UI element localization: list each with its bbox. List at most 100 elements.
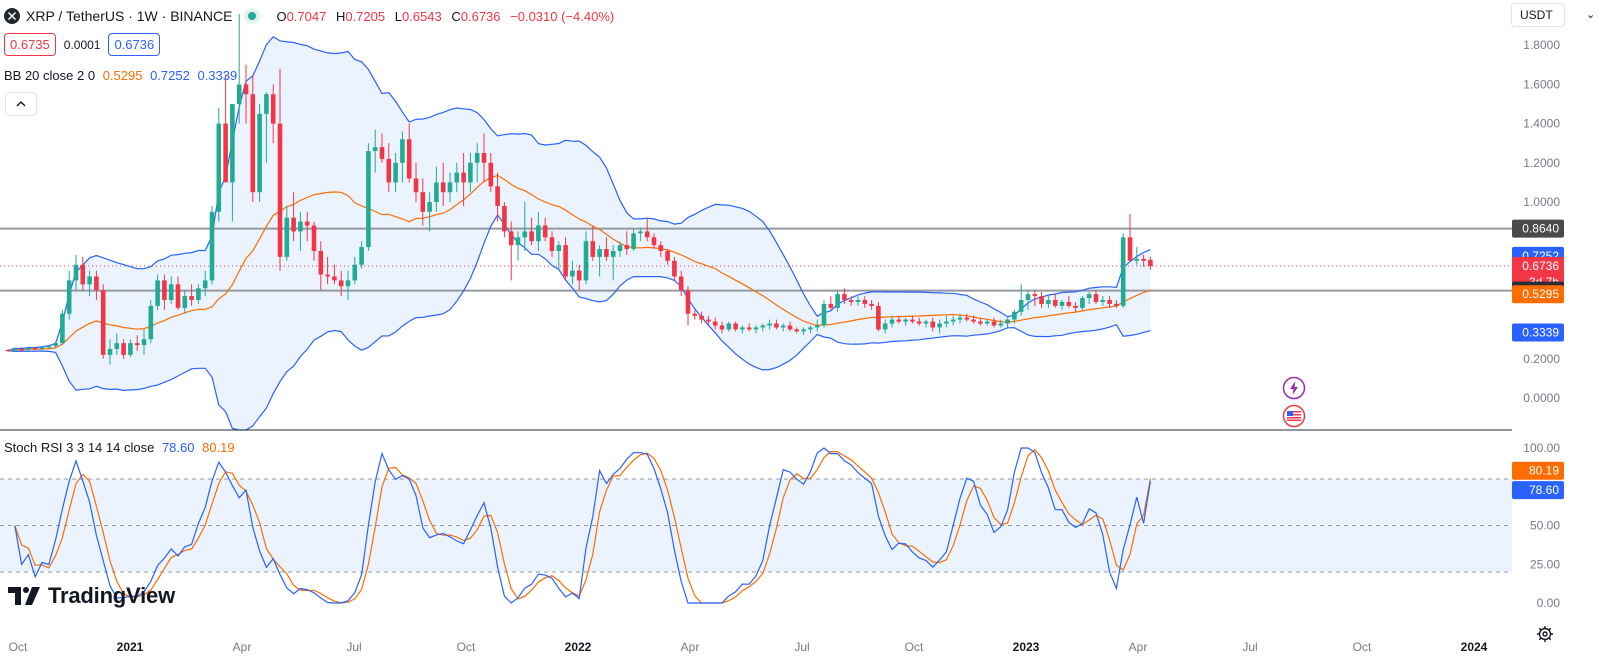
candle[interactable] bbox=[53, 341, 58, 349]
candle[interactable] bbox=[107, 339, 113, 365]
candle[interactable] bbox=[542, 217, 548, 242]
candle[interactable] bbox=[706, 315, 711, 326]
candle[interactable] bbox=[73, 254, 79, 291]
candle[interactable] bbox=[1073, 301, 1078, 312]
candle[interactable] bbox=[216, 107, 222, 222]
horizontal-lines[interactable] bbox=[0, 227, 1512, 292]
candle[interactable] bbox=[318, 241, 324, 291]
candle[interactable] bbox=[848, 296, 854, 306]
candle[interactable] bbox=[141, 329, 147, 355]
candle[interactable] bbox=[474, 143, 480, 183]
candle[interactable] bbox=[1100, 296, 1106, 306]
candle[interactable] bbox=[257, 104, 262, 202]
market-status-icon[interactable] bbox=[244, 8, 261, 24]
candle[interactable] bbox=[610, 245, 616, 281]
candle[interactable] bbox=[264, 92, 269, 163]
candle[interactable] bbox=[1066, 296, 1072, 308]
candle[interactable] bbox=[148, 300, 154, 344]
candle[interactable] bbox=[590, 225, 596, 261]
candle[interactable] bbox=[998, 319, 1004, 328]
candle[interactable] bbox=[352, 256, 358, 285]
candle[interactable] bbox=[413, 162, 419, 202]
candle[interactable] bbox=[1114, 300, 1119, 308]
candle[interactable] bbox=[440, 162, 446, 206]
candle[interactable] bbox=[202, 270, 208, 297]
candle[interactable] bbox=[1046, 296, 1051, 308]
candle[interactable] bbox=[291, 192, 296, 242]
candle[interactable] bbox=[182, 290, 188, 314]
candle[interactable] bbox=[1120, 233, 1126, 308]
candle[interactable] bbox=[536, 211, 541, 251]
candle[interactable] bbox=[760, 323, 766, 332]
candle[interactable] bbox=[1141, 254, 1146, 267]
candle[interactable] bbox=[468, 153, 473, 193]
candle[interactable] bbox=[1086, 292, 1092, 304]
candle[interactable] bbox=[243, 64, 249, 124]
candle[interactable] bbox=[869, 300, 874, 310]
candle[interactable] bbox=[719, 321, 725, 334]
candle[interactable] bbox=[1093, 290, 1099, 304]
candle[interactable] bbox=[66, 270, 72, 320]
candle[interactable] bbox=[597, 245, 602, 277]
candle[interactable] bbox=[80, 256, 86, 291]
candle[interactable] bbox=[5, 349, 11, 352]
candle[interactable] bbox=[978, 317, 983, 326]
candle[interactable] bbox=[828, 296, 834, 310]
candle[interactable] bbox=[461, 153, 466, 206]
candle[interactable] bbox=[400, 131, 405, 183]
candle[interactable] bbox=[230, 104, 235, 222]
candle[interactable] bbox=[916, 317, 922, 326]
candle[interactable] bbox=[168, 276, 174, 304]
candle[interactable] bbox=[250, 74, 256, 202]
candle[interactable] bbox=[658, 241, 664, 257]
candles[interactable] bbox=[5, 13, 1153, 365]
candle[interactable] bbox=[393, 153, 398, 193]
symbol-title[interactable]: XRP / TetherUS · 1W · BINANCE bbox=[26, 8, 233, 24]
candle[interactable] bbox=[984, 319, 990, 326]
candle[interactable] bbox=[420, 178, 426, 226]
candle[interactable] bbox=[624, 231, 630, 255]
candle[interactable] bbox=[12, 348, 18, 352]
candle[interactable] bbox=[1148, 256, 1153, 270]
candle[interactable] bbox=[692, 309, 698, 320]
candle[interactable] bbox=[366, 143, 371, 251]
candle[interactable] bbox=[495, 172, 500, 222]
candle[interactable] bbox=[570, 260, 575, 285]
candle[interactable] bbox=[311, 221, 317, 261]
candle[interactable] bbox=[814, 319, 820, 332]
candle[interactable] bbox=[950, 315, 956, 326]
candle[interactable] bbox=[189, 284, 194, 306]
settings-gear-icon[interactable] bbox=[1536, 625, 1554, 643]
candle[interactable] bbox=[991, 317, 997, 328]
stoch-rsi-legend[interactable]: Stoch RSI 3 3 14 14 close 78.60 80.19 bbox=[4, 440, 235, 455]
candle[interactable] bbox=[617, 241, 623, 257]
candle[interactable] bbox=[515, 231, 521, 261]
price-axis[interactable]: 1.8000 1.6000 1.4000 1.2000 1.0000 0.2000 0.00… bbox=[1512, 0, 1600, 620]
candle[interactable] bbox=[379, 133, 385, 163]
candle[interactable] bbox=[325, 256, 330, 285]
candle[interactable] bbox=[937, 319, 942, 334]
candle[interactable] bbox=[345, 270, 351, 300]
candle[interactable] bbox=[447, 172, 453, 202]
candle[interactable] bbox=[563, 237, 568, 281]
candle[interactable] bbox=[46, 345, 52, 349]
candle[interactable] bbox=[529, 217, 534, 246]
candle[interactable] bbox=[882, 319, 888, 334]
candle[interactable] bbox=[1059, 300, 1065, 310]
candle[interactable] bbox=[964, 313, 970, 322]
candle[interactable] bbox=[372, 129, 378, 173]
candle[interactable] bbox=[1012, 309, 1017, 324]
candle[interactable] bbox=[1032, 290, 1038, 306]
stoch-rsi-pane[interactable] bbox=[0, 447, 1512, 604]
candle[interactable] bbox=[699, 311, 704, 324]
candle[interactable] bbox=[19, 347, 24, 351]
symbol-header[interactable]: XRP / TetherUS · 1W · BINANCE O0.7047 H0… bbox=[4, 6, 614, 26]
candle[interactable] bbox=[896, 315, 902, 324]
candle[interactable] bbox=[712, 317, 718, 330]
currency-selector[interactable]: USDT bbox=[1511, 3, 1565, 27]
candle[interactable] bbox=[944, 315, 949, 328]
candle[interactable] bbox=[1052, 294, 1058, 308]
candle[interactable] bbox=[862, 296, 868, 308]
candle[interactable] bbox=[454, 162, 460, 193]
